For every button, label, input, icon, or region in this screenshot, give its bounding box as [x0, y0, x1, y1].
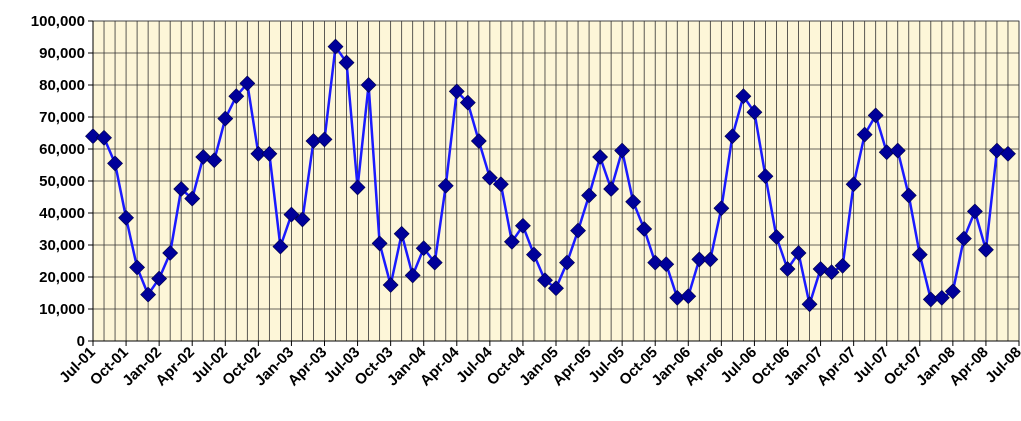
data-point-marker: [239, 75, 256, 92]
data-point-marker: [845, 176, 862, 193]
data-point-marker: [250, 145, 267, 162]
data-point-marker: [889, 142, 906, 159]
data-point-marker: [228, 88, 245, 105]
data-point-marker: [437, 177, 454, 194]
data-point-marker: [151, 270, 168, 287]
data-point-marker: [503, 233, 520, 250]
y-tick-label: 100,000: [31, 13, 85, 30]
data-point-marker: [625, 193, 642, 210]
data-point-marker: [978, 241, 994, 258]
data-point-marker: [867, 107, 884, 124]
data-point-marker: [900, 187, 917, 204]
data-point-marker: [823, 264, 840, 281]
data-point-marker: [129, 259, 146, 276]
data-point-marker: [526, 246, 542, 263]
data-point-marker: [658, 256, 675, 273]
data-point-marker: [614, 142, 631, 159]
data-point-marker: [173, 181, 190, 197]
data-point-marker: [393, 225, 410, 242]
data-point-marker: [647, 254, 664, 271]
data-point-marker: [801, 296, 818, 313]
data-point-marker: [360, 77, 377, 93]
data-point-marker: [404, 267, 421, 284]
y-tick-label: 0: [77, 333, 85, 350]
data-point-marker: [724, 128, 741, 145]
data-point-marker: [735, 88, 752, 105]
data-point-marker: [570, 222, 586, 239]
data-point-marker: [283, 206, 300, 223]
data-point-marker: [371, 235, 388, 252]
y-axis: 0 10,000 20,000 30,000 40,000 50,000 60,000 70,…: [31, 13, 94, 350]
data-point-marker: [96, 129, 112, 146]
data-point-marker: [768, 229, 785, 245]
data-point-marker: [85, 128, 101, 145]
data-point-marker: [426, 254, 443, 271]
data-point-marker: [492, 176, 509, 193]
data-point-marker: [790, 245, 807, 261]
data-point-marker: [184, 190, 201, 207]
data-point-marker: [448, 83, 465, 100]
data-point-marker: [382, 277, 399, 293]
data-point-marker: [933, 289, 950, 306]
data-point-marker: [316, 131, 333, 148]
data-point-marker: [636, 221, 653, 237]
data-point-marker: [944, 283, 961, 300]
data-point-marker: [559, 254, 575, 271]
data-point-marker: [162, 245, 179, 261]
data-point-marker: [459, 94, 476, 111]
data-point-marker: [603, 181, 620, 197]
data-point-marker: [537, 272, 553, 289]
y-tick-label: 80,000: [39, 77, 85, 94]
data-point-marker: [294, 211, 311, 228]
data-point-marker: [746, 104, 763, 121]
x-axis: Jul-01Oct-01Jan-02Apr-02Jul-02Oct-02Jan-…: [56, 340, 1021, 389]
data-point-marker: [680, 288, 697, 305]
data-point-marker: [955, 230, 972, 247]
y-tick-label: 70,000: [39, 109, 85, 126]
y-tick-label: 30,000: [39, 237, 85, 254]
x-tick-label: Jul-08: [982, 344, 1021, 387]
data-point-marker: [1000, 145, 1016, 162]
data-point-marker: [592, 149, 609, 165]
data-point-marker: [206, 152, 223, 169]
data-point-marker: [470, 133, 487, 149]
data-point-marker: [911, 246, 928, 263]
data-point-marker: [327, 38, 344, 55]
data-point-marker: [481, 169, 498, 186]
data-point-marker: [581, 187, 597, 204]
y-tick-label: 20,000: [39, 269, 85, 286]
data-point-marker: [261, 145, 278, 162]
y-tick-label: 10,000: [39, 301, 85, 318]
y-tick-label: 40,000: [39, 205, 85, 222]
data-point-marker: [834, 257, 851, 274]
data-point-marker: [349, 179, 366, 196]
data-point-marker: [338, 54, 355, 71]
y-tick-label: 60,000: [39, 141, 85, 158]
data-point-marker: [118, 209, 134, 226]
data-point-marker: [856, 126, 873, 143]
data-point-marker: [515, 217, 531, 234]
data-point-marker: [966, 203, 983, 220]
y-tick-label: 50,000: [39, 173, 85, 190]
data-point-marker: [702, 251, 719, 268]
data-point-marker: [415, 240, 432, 257]
data-point-marker: [779, 261, 796, 277]
data-point-marker: [272, 238, 289, 255]
data-point-marker: [757, 168, 774, 185]
data-point-marker: [691, 251, 708, 268]
data-point-marker: [107, 155, 123, 172]
y-tick-label: 90,000: [39, 45, 85, 62]
data-point-marker: [548, 280, 564, 297]
data-point-marker: [713, 200, 730, 217]
series: [85, 38, 1016, 313]
data-point-marker: [140, 286, 157, 303]
data-point-marker: [217, 110, 234, 127]
